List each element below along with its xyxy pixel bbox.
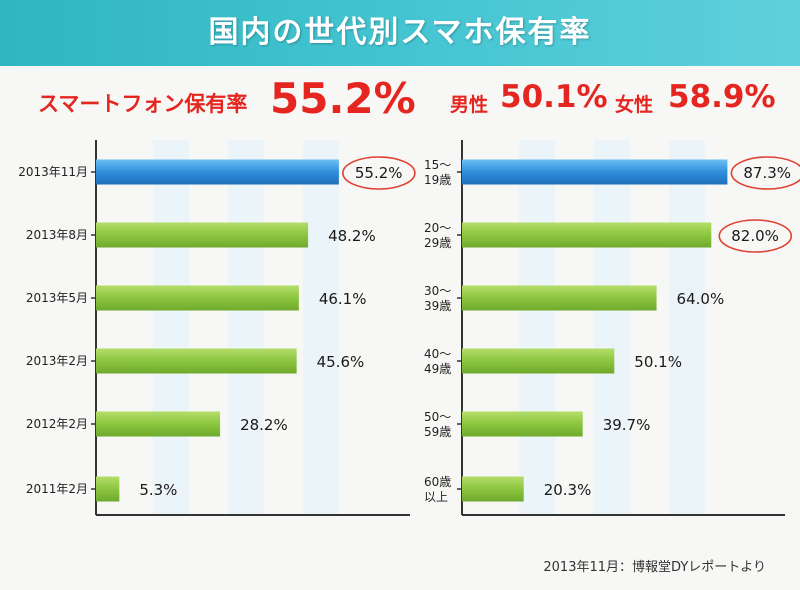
title-banner [0,0,800,66]
headline-value: 55.2% [270,74,416,123]
bar [462,476,524,502]
value-label: 64.0% [677,290,725,308]
highlight-circle [730,156,800,190]
page-title: 国内の世代別スマホ保有率 [208,15,592,50]
bar [462,285,657,311]
highlight-circle [342,156,416,190]
bar [462,159,728,185]
bar [462,348,615,374]
category-label: 2013年5月 [26,291,88,305]
category-label: 15～ 19歳 [424,158,451,187]
category-label: 50～ 59歳 [424,410,451,439]
value-label: 48.2% [328,227,376,245]
bar [96,411,221,437]
bar [462,411,583,437]
value-label: 39.7% [603,416,651,434]
value-label: 55.2% [355,164,403,182]
highlight-circle [718,219,793,253]
bar [96,476,120,502]
bar [96,285,299,311]
background-band [669,140,705,515]
female-value: 58.9% [668,79,776,115]
category-label: 2013年2月 [26,354,88,368]
source-note: 2013年11月：博報堂DYレポートより [543,560,766,575]
value-label: 45.6% [317,353,365,371]
male-value: 50.1% [500,79,608,115]
category-label: 2011年2月 [26,482,88,496]
female-label: 女性 [615,94,654,116]
value-label: 5.3% [139,481,177,499]
value-label: 82.0% [731,227,779,245]
value-label: 87.3% [743,164,791,182]
background-band [228,140,264,515]
bar [462,222,712,248]
male-label: 男性 [450,94,489,116]
background-band [519,140,555,515]
category-label: 2013年8月 [26,228,88,242]
background-band [303,140,339,515]
category-label: 40～ 49歳 [424,347,451,376]
headline-label: スマートフォン保有率 [38,92,248,116]
background-band [153,140,189,515]
value-label: 20.3% [544,481,592,499]
bar [96,348,297,374]
value-label: 28.2% [240,416,288,434]
background-band [594,140,630,515]
value-label: 50.1% [634,353,682,371]
bar [96,159,339,185]
category-label: 20～ 29歳 [424,221,451,250]
category-label: 2013年11月 [18,165,88,179]
bar [96,222,309,248]
category-label: 30～ 39歳 [424,284,451,313]
category-label: 2012年2月 [26,417,88,431]
value-label: 46.1% [319,290,367,308]
category-label: 60歳以上 [424,475,451,504]
